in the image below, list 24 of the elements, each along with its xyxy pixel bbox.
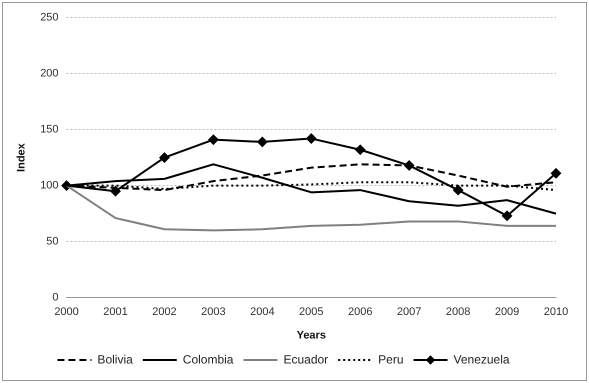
x-tick-label: 2004 xyxy=(250,306,275,318)
legend-label: Venezuela xyxy=(454,352,510,366)
x-tick-label: 2003 xyxy=(201,306,226,318)
x-axis-title: Years xyxy=(296,329,326,342)
x-tick-label: 2001 xyxy=(103,306,128,318)
legend-label: Colombia xyxy=(182,352,234,366)
x-tick-label: 2002 xyxy=(152,306,177,318)
x-tick-label: 2008 xyxy=(446,306,470,318)
y-tick-label: 50 xyxy=(46,236,59,248)
legend-label: Bolivia xyxy=(97,352,134,366)
y-tick-label: 200 xyxy=(40,68,59,80)
x-tick-label: 2009 xyxy=(494,306,520,318)
y-tick-label: 250 xyxy=(40,12,59,24)
x-tick-label: 2007 xyxy=(396,306,422,318)
x-tick-label: 2005 xyxy=(299,306,324,318)
x-tick-label: 2006 xyxy=(348,306,372,318)
y-tick-label: 150 xyxy=(40,124,59,136)
legend-label: Peru xyxy=(378,352,404,366)
y-axis-title: Index xyxy=(16,142,28,172)
x-tick-label: 2010 xyxy=(544,306,568,318)
y-tick-label: 0 xyxy=(52,292,59,304)
x-tick-label: 2000 xyxy=(54,306,79,318)
legend-label: Ecuador xyxy=(283,352,328,366)
y-tick-label: 100 xyxy=(40,180,59,192)
